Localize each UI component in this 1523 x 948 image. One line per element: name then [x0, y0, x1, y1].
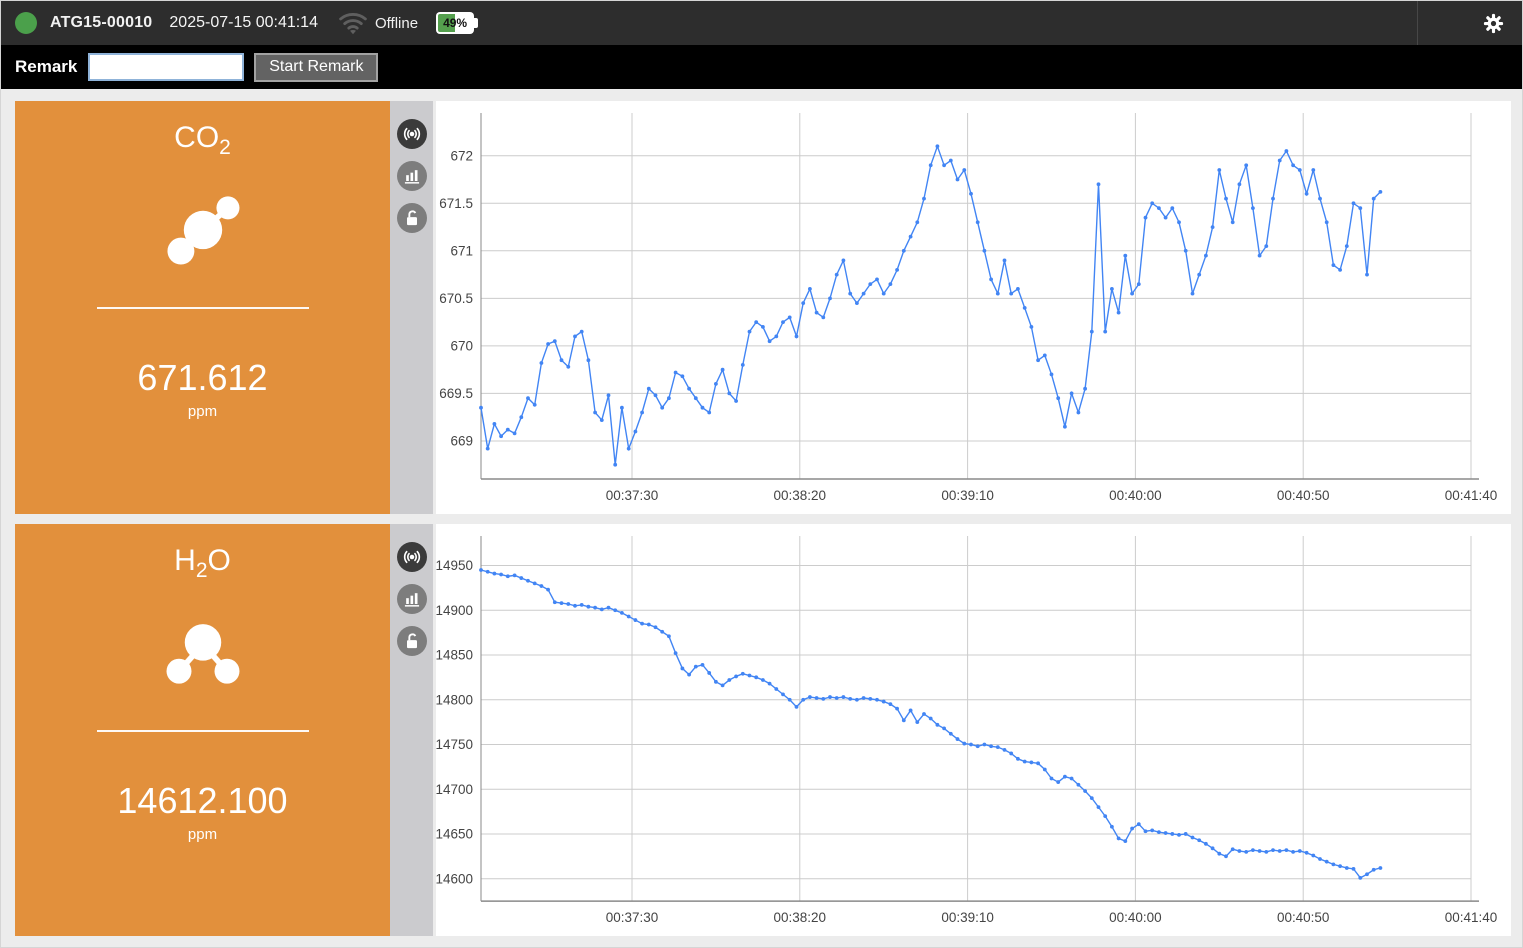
svg-text:670.5: 670.5 — [439, 291, 473, 306]
svg-text:00:41:40: 00:41:40 — [1445, 910, 1498, 925]
card-divider — [96, 730, 309, 732]
card-divider — [96, 307, 309, 309]
h2o-chart-panel: 14950 14900 14850 14800 14750 14700 14650 14600… — [436, 524, 1511, 936]
svg-text:00:39:10: 00:39:10 — [941, 910, 994, 925]
svg-text:00:40:00: 00:40:00 — [1109, 488, 1162, 503]
wifi-icon — [339, 13, 367, 35]
co2-line-chart: 672 671.5 671 670.5 670 669.5 669 00:37:30 00:38… — [439, 113, 1498, 503]
svg-text:669: 669 — [450, 434, 473, 449]
svg-text:14950: 14950 — [436, 558, 473, 573]
svg-text:00:40:00: 00:40:00 — [1109, 910, 1162, 925]
lock-open-icon — [406, 210, 417, 226]
svg-text:00:38:20: 00:38:20 — [774, 910, 827, 925]
svg-text:00:40:50: 00:40:50 — [1277, 910, 1330, 925]
co2-sensor-card: CO2 671.612 ppm — [15, 101, 390, 514]
svg-text:14800: 14800 — [436, 692, 473, 707]
remark-label: Remark — [15, 57, 78, 76]
live-broadcast-button[interactable] — [396, 542, 427, 572]
live-broadcast-button[interactable] — [396, 119, 427, 149]
h2o-value: 14612.100 — [117, 780, 288, 821]
svg-text:14600: 14600 — [436, 871, 473, 886]
connection-status: Offline — [374, 14, 419, 32]
remark-input[interactable] — [88, 53, 245, 81]
svg-text:00:37:30: 00:37:30 — [606, 488, 659, 503]
svg-text:14650: 14650 — [436, 827, 473, 842]
bar-chart-icon — [404, 170, 419, 184]
svg-text:671: 671 — [450, 244, 473, 259]
svg-text:671.5: 671.5 — [439, 196, 473, 211]
svg-text:14850: 14850 — [436, 648, 473, 663]
history-chart-button[interactable] — [396, 584, 427, 614]
lock-axis-button[interactable] — [396, 626, 427, 656]
battery-indicator: 49% — [436, 12, 479, 34]
lock-open-icon — [406, 633, 417, 649]
lock-axis-button[interactable] — [396, 203, 427, 233]
status-dot — [15, 12, 37, 34]
svg-text:672: 672 — [450, 149, 473, 164]
svg-text:00:37:30: 00:37:30 — [606, 910, 659, 925]
timestamp: 2025-07-15 00:41:14 — [169, 14, 318, 31]
svg-text:669.5: 669.5 — [439, 386, 473, 401]
h2o-sensor-card: H2O 14612.100 ppm — [15, 524, 390, 936]
h2o-icon-rail — [390, 524, 433, 936]
svg-text:14700: 14700 — [436, 782, 473, 797]
svg-text:00:41:40: 00:41:40 — [1445, 488, 1498, 503]
h2o-unit: ppm — [187, 826, 218, 843]
settings-button[interactable] — [1417, 1, 1522, 45]
broadcast-icon — [403, 127, 420, 141]
h2o-molecule-icon — [166, 624, 239, 684]
svg-text:00:38:20: 00:38:20 — [774, 488, 827, 503]
start-remark-button[interactable]: Start Remark — [254, 52, 379, 82]
co2-chart-panel: 672 671.5 671 670.5 670 669.5 669 00:37:30 00:38… — [436, 101, 1511, 514]
battery-percentage: 49% — [443, 16, 468, 30]
history-chart-button[interactable] — [396, 161, 427, 191]
h2o-line-chart: 14950 14900 14850 14800 14750 14700 14650 14600… — [436, 535, 1498, 925]
bar-chart-icon — [404, 593, 419, 607]
gear-icon — [1483, 13, 1504, 33]
device-id: ATG15-00010 — [50, 14, 153, 31]
co2-molecule-icon — [166, 196, 239, 265]
co2-value: 671.612 — [137, 357, 268, 398]
h2o-title: H2O — [174, 544, 231, 582]
co2-unit: ppm — [187, 403, 218, 420]
svg-text:14750: 14750 — [436, 737, 473, 752]
co2-title: CO2 — [174, 121, 231, 159]
svg-text:00:39:10: 00:39:10 — [941, 488, 994, 503]
main-content: CO2 671.612 ppm — [1, 89, 1522, 947]
svg-text:00:40:50: 00:40:50 — [1277, 488, 1330, 503]
svg-text:14900: 14900 — [436, 603, 473, 618]
remark-bar: Remark Start Remark — [1, 45, 1522, 89]
broadcast-icon — [403, 550, 420, 564]
top-status-bar: ATG15-00010 2025-07-15 00:41:14 Offline … — [1, 1, 1522, 45]
svg-text:670: 670 — [450, 339, 473, 354]
battery-fill — [438, 14, 455, 32]
co2-icon-rail — [390, 101, 433, 514]
